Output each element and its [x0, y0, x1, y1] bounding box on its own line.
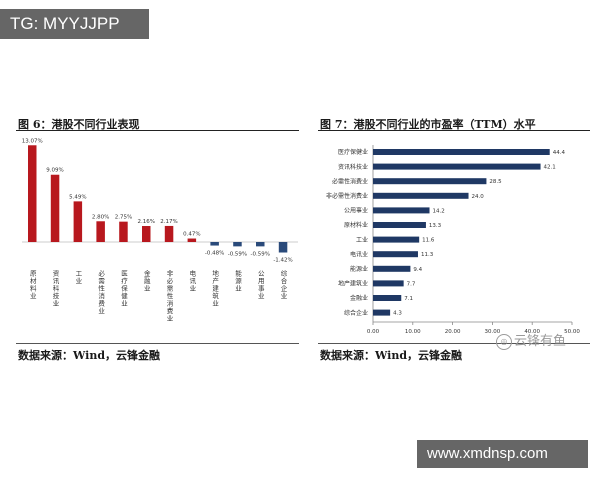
chart7-category-label-4: 公用事业: [344, 207, 368, 215]
tg-label: TG: MYYJJPP: [0, 9, 149, 39]
chart7-x-tick-label-1: 10.00: [405, 329, 421, 335]
chart6-category-label-9: 能源业: [233, 269, 241, 293]
chart6-category-label-2: 工业: [74, 270, 82, 285]
chart6-value-label-0: 13.07%: [22, 138, 43, 144]
chart6-value-label-3: 2.80%: [92, 214, 109, 220]
chart6-category-label-6: 非必需性消费业: [165, 269, 173, 323]
chart6-top-rule: [16, 130, 299, 131]
chart7-value-label-3: 24.0: [472, 194, 485, 200]
site-label: www.xmdnsp.com: [417, 440, 588, 468]
chart6-bar-10: [256, 242, 265, 247]
chart6-value-label-11: -1.42%: [273, 258, 292, 264]
chart7-value-label-8: 9.4: [413, 267, 422, 273]
chart7-bar-7: [373, 251, 418, 258]
chart7-value-label-4: 14.2: [433, 208, 445, 214]
chart7-value-label-11: 4.3: [393, 311, 402, 317]
chart7-value-label-7: 11.3: [421, 252, 434, 258]
chart6-bar-11: [278, 242, 288, 253]
chart6-value-label-2: 5.49%: [69, 194, 86, 200]
chart7-bar-11: [373, 309, 391, 316]
chart6-bar-7: [187, 238, 197, 242]
chart6-bar-5: [142, 226, 151, 242]
chart7-bar-9: [373, 280, 404, 287]
chart6-category-label-0: 原材料业: [28, 270, 36, 300]
chart7-source: 数据来源：Wind，云锋金融: [320, 349, 463, 362]
chart7-value-label-10: 7.1: [404, 296, 413, 302]
chart7-category-label-9: 地产建筑业: [338, 280, 368, 288]
chart6-bar-1: [50, 174, 60, 242]
watermark: ◎ 云锋有鱼: [496, 330, 566, 350]
chart6-source: 数据来源：Wind，云锋金融: [18, 349, 161, 362]
chart6-bar-6: [164, 225, 174, 242]
chart7-category-label-5: 原材料业: [344, 221, 368, 229]
chart6-value-label-8: -0.48%: [205, 251, 224, 257]
chart7-x-tick-label-4: 40.00: [524, 329, 540, 335]
chart6-category-label-1: 资讯科技业: [51, 269, 59, 308]
chart7-bar-1: [373, 163, 541, 170]
chart7-bar-10: [373, 295, 402, 301]
chart7-bar-5: [373, 222, 426, 228]
chart7-category-label-8: 能源业: [350, 265, 368, 273]
chart7-value-label-0: 44.4: [553, 150, 566, 156]
chart6-value-label-4: 2.75%: [115, 215, 132, 221]
chart7-category-label-10: 金融业: [350, 294, 368, 302]
chart7-bar-2: [373, 178, 487, 185]
chart6-bar-8: [210, 242, 219, 246]
chart7-value-label-9: 7.7: [407, 281, 416, 287]
chart7-bar-4: [373, 207, 430, 214]
chart6-bar-4: [119, 221, 128, 242]
chart6-category-label-3: 必需性消费业: [97, 269, 105, 315]
chart7-value-label-6: 11.6: [422, 238, 435, 244]
chart7-category-label-0: 医疗保健业: [338, 148, 368, 156]
chart6-bar-3: [96, 221, 105, 242]
watermark-text: 云锋有鱼: [514, 334, 567, 349]
watermark-icon: ◎: [496, 333, 512, 350]
chart7-x-tick-label-5: 50.00: [564, 329, 580, 335]
chart6-value-label-6: 2.17%: [160, 219, 177, 225]
chart7-category-label-6: 工业: [356, 236, 368, 244]
chart7-value-label-5: 13.3: [429, 223, 442, 229]
chart7-title: 图 7：港股不同行业的市盈率（TTM）水平: [320, 118, 536, 131]
chart7-category-label-11: 综合企业: [344, 309, 368, 317]
chart7-x-tick-label-2: 20.00: [445, 329, 461, 335]
chart7-category-label-7: 电讯业: [350, 250, 368, 258]
chart7-x-tick-label-3: 30.00: [485, 329, 501, 335]
chart6-category-label-5: 金融业: [142, 269, 150, 293]
chart6-bottom-rule: [16, 343, 299, 344]
chart6-bar-2: [73, 201, 83, 242]
chart6-title: 图 6：港股不同行业表现: [18, 118, 140, 131]
chart7-category-label-1: 资讯科技业: [338, 163, 368, 171]
chart7-bottom-rule: [318, 343, 590, 344]
chart7-category-label-3: 非必需性消费业: [326, 192, 368, 200]
chart6-category-label-11: 综合企业: [279, 269, 287, 300]
chart6-value-label-10: -0.59%: [251, 251, 270, 257]
chart6-value-label-7: 0.47%: [183, 232, 200, 238]
chart6-bar-0: [28, 145, 37, 242]
chart7-value-label-1: 42.1: [544, 165, 556, 171]
chart7-x-tick-label-0: 0.00: [367, 329, 380, 335]
chart7-bar-8: [373, 265, 411, 272]
chart6-value-label-5: 2.16%: [138, 219, 155, 225]
chart6-bar-9: [233, 242, 242, 247]
chart6-category-label-7: 电讯业: [188, 269, 196, 293]
chart6-category-label-4: 医疗保健业: [119, 270, 127, 308]
chart7-bar-6: [373, 236, 420, 243]
chart7-bar-0: [373, 149, 550, 155]
chart6-value-label-1: 9.09%: [46, 168, 63, 174]
chart6-value-label-9: -0.59%: [228, 251, 247, 257]
chart6-category-label-8: 地产建筑业: [211, 269, 219, 308]
chart7-top-rule: [318, 130, 590, 131]
chart6-category-label-10: 公用事业: [256, 270, 264, 300]
chart7-bar-3: [373, 192, 469, 199]
chart7-value-label-2: 28.5: [489, 179, 502, 185]
chart7-category-label-2: 必需性消费业: [332, 177, 368, 185]
